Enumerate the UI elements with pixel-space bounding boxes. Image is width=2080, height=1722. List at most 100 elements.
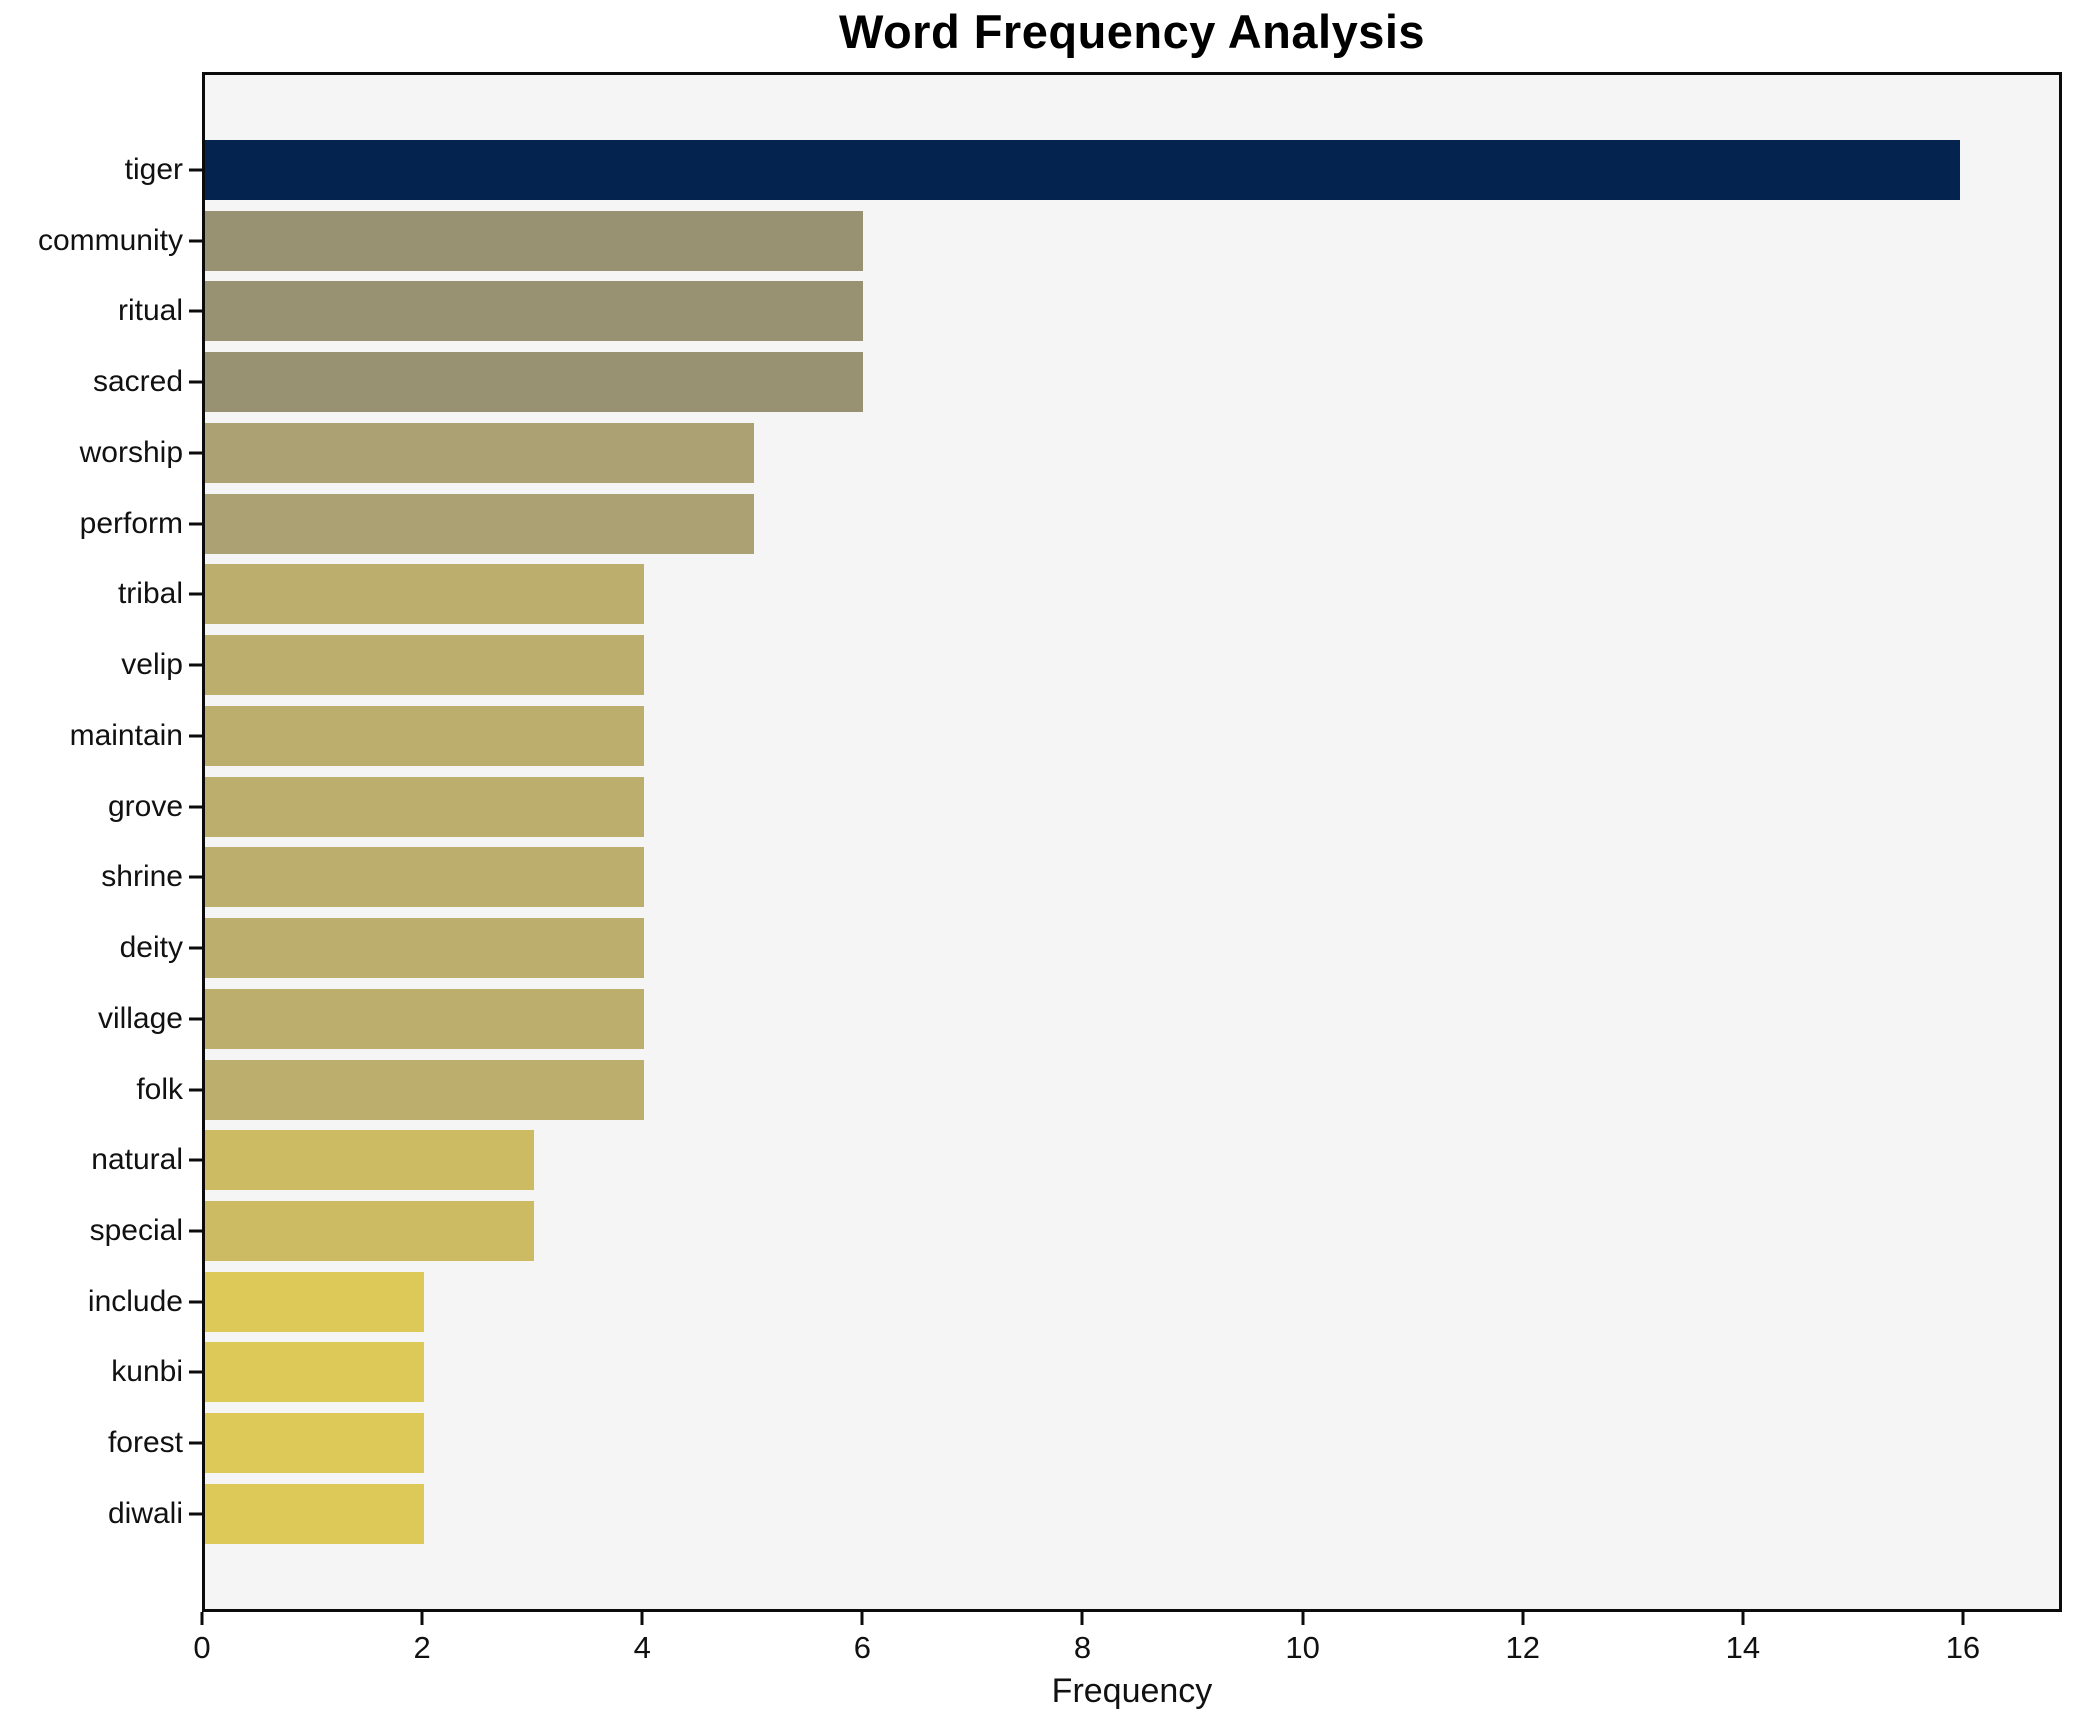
bar-community [205, 210, 864, 271]
y-tick-mark [189, 805, 202, 809]
y-tick-mark [189, 663, 202, 667]
bar-ritual [205, 281, 864, 342]
bar-row: worship [80, 422, 2059, 483]
y-tick-mark [189, 1441, 202, 1445]
y-tick-mark [189, 875, 202, 879]
bar-row: forest [108, 1413, 2059, 1474]
y-tick-label: velip [121, 648, 183, 682]
bar-row: sacred [93, 352, 2059, 413]
x-tick-label: 2 [413, 1630, 431, 1665]
bar-row: diwali [108, 1483, 2059, 1544]
y-tick-mark [189, 168, 202, 172]
x-tick-mark [1301, 1612, 1305, 1625]
y-tick-label: natural [91, 1143, 183, 1177]
y-tick-mark [189, 592, 202, 596]
bar-row: perform [80, 493, 2059, 554]
y-tick-mark [189, 734, 202, 738]
y-tick-label: ritual [117, 294, 183, 328]
bar-row: deity [120, 918, 2059, 979]
bar-special [205, 1201, 535, 1262]
y-tick-label: perform [79, 506, 183, 540]
bar-row: shrine [101, 847, 2059, 908]
y-tick-label: folk [136, 1072, 183, 1106]
bar-tribal [205, 564, 644, 625]
bar-row: grove [108, 776, 2059, 837]
bar-velip [205, 635, 644, 696]
y-tick-label: tribal [117, 577, 183, 611]
x-tick-mark [1741, 1612, 1745, 1625]
y-tick-mark [189, 522, 202, 526]
bar-row: tiger [125, 140, 2059, 200]
y-tick-label: special [89, 1214, 183, 1248]
x-tick-label: 4 [633, 1630, 651, 1665]
y-tick-mark [189, 239, 202, 243]
x-tick-label: 10 [1285, 1630, 1320, 1665]
y-tick-label: maintain [69, 718, 183, 752]
y-tick-mark [189, 1158, 202, 1162]
bar-row: village [98, 988, 2059, 1049]
bar-folk [205, 1059, 644, 1120]
bar-shrine [205, 847, 644, 908]
y-tick-label: forest [107, 1426, 183, 1460]
bar-worship [205, 422, 754, 483]
x-tick-mark [420, 1612, 424, 1625]
bar-row: special [90, 1201, 2059, 1262]
y-tick-label: tiger [124, 153, 183, 186]
bar-maintain [205, 705, 644, 766]
x-tick-label: 8 [1073, 1630, 1092, 1665]
bar-include [205, 1271, 425, 1332]
bar-row: velip [121, 635, 2059, 696]
bar-natural [205, 1130, 535, 1191]
x-tick-mark [200, 1612, 204, 1625]
y-tick-mark [189, 380, 202, 384]
y-tick-label: community [37, 223, 183, 257]
bar-kunbi [205, 1342, 425, 1403]
x-tick-label: 0 [193, 1630, 211, 1665]
y-tick-mark [189, 1512, 202, 1516]
bar-row: kunbi [111, 1342, 2059, 1403]
x-tick-label: 12 [1505, 1630, 1540, 1665]
x-tick-label: 16 [1945, 1630, 1981, 1665]
y-tick-mark [189, 1300, 202, 1304]
x-tick-mark [1961, 1612, 1965, 1625]
bar-tiger [205, 140, 1961, 200]
bar-row: community [38, 210, 2059, 271]
y-tick-label: deity [119, 931, 183, 965]
x-tick-mark [860, 1612, 864, 1625]
bars-container: tiger community ritual sacred worship perform… [38, 75, 2059, 1609]
y-tick-mark [189, 1229, 202, 1233]
x-tick-mark [1521, 1612, 1525, 1625]
y-tick-mark [189, 1017, 202, 1021]
bar-row: natural [91, 1130, 2059, 1191]
bar-grove [205, 776, 644, 837]
bar-row: maintain [70, 705, 2059, 766]
x-axis-label: Frequency [1051, 1672, 1213, 1710]
y-tick-mark [189, 946, 202, 950]
bar-sacred [205, 352, 864, 413]
x-tick-label: 14 [1725, 1630, 1761, 1665]
x-tick-mark [1080, 1612, 1084, 1625]
y-tick-label: worship [79, 435, 183, 469]
bar-diwali [205, 1483, 425, 1544]
y-tick-label: diwali [107, 1496, 183, 1530]
bar-forest [205, 1413, 425, 1474]
bar-village [205, 988, 644, 1049]
y-tick-mark [189, 1088, 202, 1092]
y-tick-label: shrine [101, 860, 183, 894]
bar-deity [205, 918, 644, 979]
y-tick-label: grove [107, 789, 183, 823]
bar-row: ritual [118, 281, 2059, 342]
bar-row: tribal [118, 564, 2059, 625]
bar-row: folk [136, 1059, 2059, 1120]
plot-area: tiger community ritual sacred worship perform… [38, 72, 2062, 1612]
y-tick-label: village [97, 1001, 183, 1035]
x-tick-mark [640, 1612, 644, 1625]
y-tick-label: kunbi [111, 1355, 183, 1389]
y-tick-mark [189, 451, 202, 455]
y-tick-label: sacred [92, 365, 183, 399]
bar-perform [205, 493, 754, 554]
bar-row: include [88, 1271, 2059, 1332]
y-tick-mark [189, 1370, 202, 1374]
x-tick-label: 6 [853, 1630, 871, 1665]
